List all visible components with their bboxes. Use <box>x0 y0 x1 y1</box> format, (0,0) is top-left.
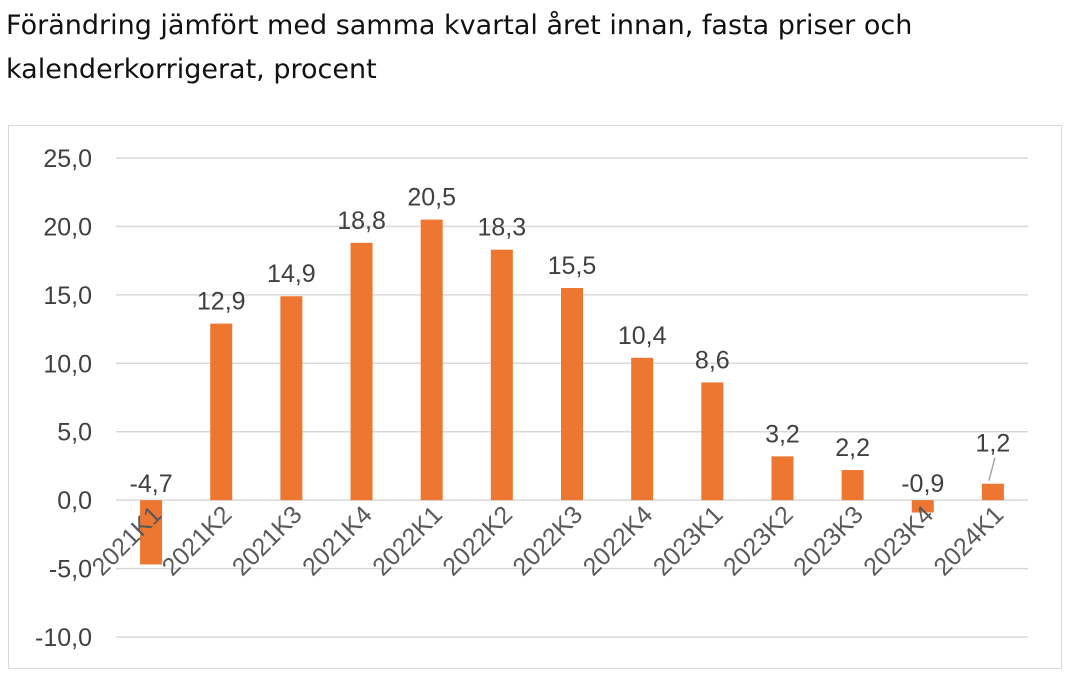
data-label: -4,7 <box>130 470 173 498</box>
data-labels: -4,7 12,9 14,9 18,8 20,5 18,3 15,5 10,4 8,6 3,2 2,… <box>130 184 1011 499</box>
bar <box>771 456 794 501</box>
data-label: 18,3 <box>478 214 527 242</box>
bar <box>561 288 583 501</box>
data-label: 3,2 <box>765 420 800 448</box>
chart-title: Förändring jämfört med samma kvartal åre… <box>6 10 913 85</box>
y-tick-label: 10,0 <box>43 350 92 378</box>
data-label: 18,8 <box>337 207 386 235</box>
bar <box>911 500 934 513</box>
y-tick-label: 20,0 <box>43 213 92 241</box>
bar <box>280 296 303 501</box>
y-tick-label: -10,0 <box>35 624 92 652</box>
data-label: 2,2 <box>835 434 870 462</box>
y-tick-label: 0,0 <box>57 487 92 515</box>
bar <box>210 323 233 501</box>
bar <box>981 483 1004 501</box>
data-label: 14,9 <box>267 260 316 288</box>
data-label: 1,2 <box>976 430 1011 458</box>
bar <box>631 357 654 501</box>
data-label: 12,9 <box>197 288 246 316</box>
bar <box>841 470 864 501</box>
leader-line <box>988 457 996 481</box>
y-axis-ticks: 25,0 20,0 15,0 10,0 5,0 0,0 -5,0 -10,0 <box>35 145 92 652</box>
y-tick-label: -5,0 <box>49 556 92 584</box>
y-tick-label: 15,0 <box>43 282 92 310</box>
data-label: 10,4 <box>618 322 667 350</box>
data-label: 20,5 <box>407 184 456 212</box>
bar <box>420 219 443 501</box>
bar <box>490 249 513 501</box>
bar <box>350 242 373 501</box>
y-tick-label: 5,0 <box>57 419 92 447</box>
bar <box>701 382 724 501</box>
data-label: 8,6 <box>695 346 730 374</box>
bar <box>140 500 163 565</box>
chart-frame <box>8 125 1062 669</box>
bars <box>140 219 1004 565</box>
y-tick-label: 25,0 <box>43 145 92 173</box>
data-label: 15,5 <box>548 252 597 280</box>
data-label: -0,9 <box>901 470 944 498</box>
